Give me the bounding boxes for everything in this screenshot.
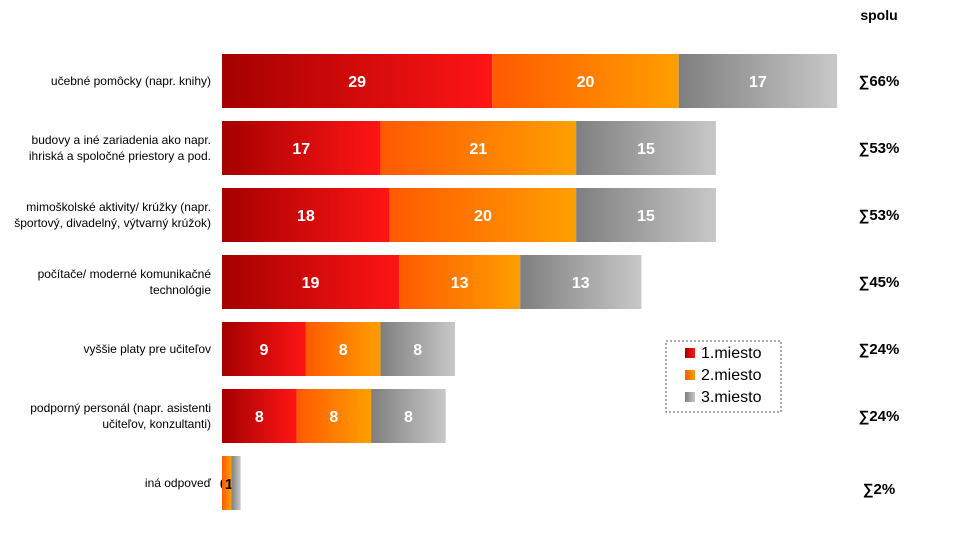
legend-swatch bbox=[685, 348, 695, 358]
bar-segment-3-miesto bbox=[576, 121, 716, 175]
category-label: mimoškolské aktivity/ krúžky (napr. šport… bbox=[14, 200, 211, 230]
bar-value-label: 15 bbox=[637, 141, 655, 158]
category-label: učebné pomôcky (napr. knihy) bbox=[51, 74, 211, 88]
category-label-line: ihriská a spoločné priestory a pod. bbox=[29, 149, 211, 163]
legend-label: 1.miesto bbox=[701, 345, 762, 362]
row-total-label: ∑24% bbox=[859, 341, 900, 358]
bar-segment-1-miesto bbox=[222, 322, 306, 376]
row-total-label: ∑53% bbox=[859, 140, 900, 157]
legend-swatch bbox=[685, 370, 695, 380]
row-total-label: ∑45% bbox=[859, 274, 900, 291]
bar-value-label: 8 bbox=[329, 409, 338, 426]
bar-value-label: 8 bbox=[404, 409, 413, 426]
bar-segment-1-miesto bbox=[222, 389, 297, 443]
category-label: vyššie platy pre učiteľov bbox=[83, 342, 211, 356]
category-label-line: vyššie platy pre učiteľov bbox=[83, 342, 211, 356]
bar-segment-3-miesto bbox=[678, 54, 838, 108]
bar-segment-1-miesto bbox=[222, 188, 390, 242]
bar-value-label: 8 bbox=[255, 409, 264, 426]
row-total-label: ∑53% bbox=[859, 207, 900, 224]
category-label-line: počítače/ moderné komunikačné bbox=[38, 267, 212, 281]
row-total-label: ∑24% bbox=[859, 408, 900, 425]
category-label-line: technológie bbox=[150, 283, 212, 297]
category-label-line: mimoškolské aktivity/ krúžky (napr. bbox=[26, 200, 211, 214]
bar-value-label: 1 bbox=[225, 476, 233, 493]
category-label: budovy a iné zariadenia ako napr. ihriská… bbox=[29, 133, 211, 163]
bar-value-label: 13 bbox=[572, 275, 590, 292]
bar-segment-3-miesto bbox=[231, 456, 241, 510]
legend-swatch bbox=[685, 392, 695, 402]
bar-value-label: 18 bbox=[297, 208, 315, 225]
bar-row: mimoškolské aktivity/ krúžky (napr. šport… bbox=[14, 188, 899, 242]
bar-value-label: 17 bbox=[292, 141, 310, 158]
bar-segment-1-miesto bbox=[222, 54, 493, 108]
category-label-line: budovy a iné zariadenia ako napr. bbox=[32, 133, 211, 147]
bar-value-label: 20 bbox=[577, 74, 595, 91]
bar-segment-2-miesto bbox=[222, 456, 232, 510]
bar-segment-2-miesto bbox=[389, 188, 577, 242]
category-label-line: podporný personál (napr. asistenti bbox=[30, 401, 211, 415]
bar-value-label: 15 bbox=[637, 208, 655, 225]
bar-row: budovy a iné zariadenia ako napr. ihriská… bbox=[29, 121, 899, 175]
bar-row: učebné pomôcky (napr. knihy) 29 20 17 ∑66% bbox=[51, 54, 899, 108]
row-total-label: ∑66% bbox=[859, 73, 900, 90]
bar-segment-2-miesto bbox=[305, 322, 381, 376]
category-label: podporný personál (napr. asistenti učiteľ… bbox=[30, 401, 211, 431]
category-label: iná odpoveď bbox=[145, 476, 212, 490]
bar-value-label: 8 bbox=[413, 342, 422, 359]
bar-value-label: 29 bbox=[348, 74, 366, 91]
bar-value-label: 19 bbox=[302, 275, 320, 292]
bar-segment-2-miesto bbox=[492, 54, 679, 108]
bar-value-label: 20 bbox=[474, 208, 492, 225]
category-label-line: učiteľov, konzultanti) bbox=[102, 417, 211, 431]
row-total-label: ∑2% bbox=[863, 481, 895, 498]
bar-segment-3-miesto bbox=[576, 188, 716, 242]
chart-rows: učebné pomôcky (napr. knihy) 29 20 17 ∑66% bu… bbox=[14, 54, 899, 510]
bar-value-label: 8 bbox=[339, 342, 348, 359]
bar-value-label: 21 bbox=[469, 141, 487, 158]
total-column-header: spolu bbox=[860, 7, 897, 23]
category-label-line: učebné pomôcky (napr. knihy) bbox=[51, 74, 211, 88]
bar-segment-2-miesto bbox=[296, 389, 372, 443]
bar-segment-2-miesto bbox=[399, 255, 521, 309]
bar-segment-2-miesto bbox=[380, 121, 577, 175]
bar-segment-3-miesto bbox=[520, 255, 642, 309]
bar-segment-3-miesto bbox=[371, 389, 446, 443]
category-label-line: športový, divadelný, výtvarný krúžok) bbox=[14, 216, 211, 230]
legend-label: 3.miesto bbox=[701, 389, 762, 406]
bar-row: podporný personál (napr. asistenti učiteľ… bbox=[30, 389, 899, 443]
bar-segment-3-miesto bbox=[380, 322, 455, 376]
bar-segment-1-miesto bbox=[222, 121, 381, 175]
category-label-line: iná odpoveď bbox=[145, 476, 212, 490]
category-label: počítače/ moderné komunikačné technológie bbox=[38, 267, 212, 297]
bar-value-label: 13 bbox=[451, 275, 469, 292]
legend: 1.miesto 2.miesto 3.miesto bbox=[665, 340, 782, 413]
bar-value-label: 17 bbox=[749, 74, 767, 91]
legend-label: 2.miesto bbox=[701, 367, 762, 384]
bar-value-label: 9 bbox=[259, 342, 268, 359]
bar-row: vyššie platy pre učiteľov 9 8 8 ∑24% bbox=[83, 322, 899, 376]
bar-segment-1-miesto bbox=[222, 255, 400, 309]
bar-row: počítače/ moderné komunikačné technológie… bbox=[38, 255, 900, 309]
bar-row: iná odpoveď01∑2% bbox=[145, 456, 895, 510]
